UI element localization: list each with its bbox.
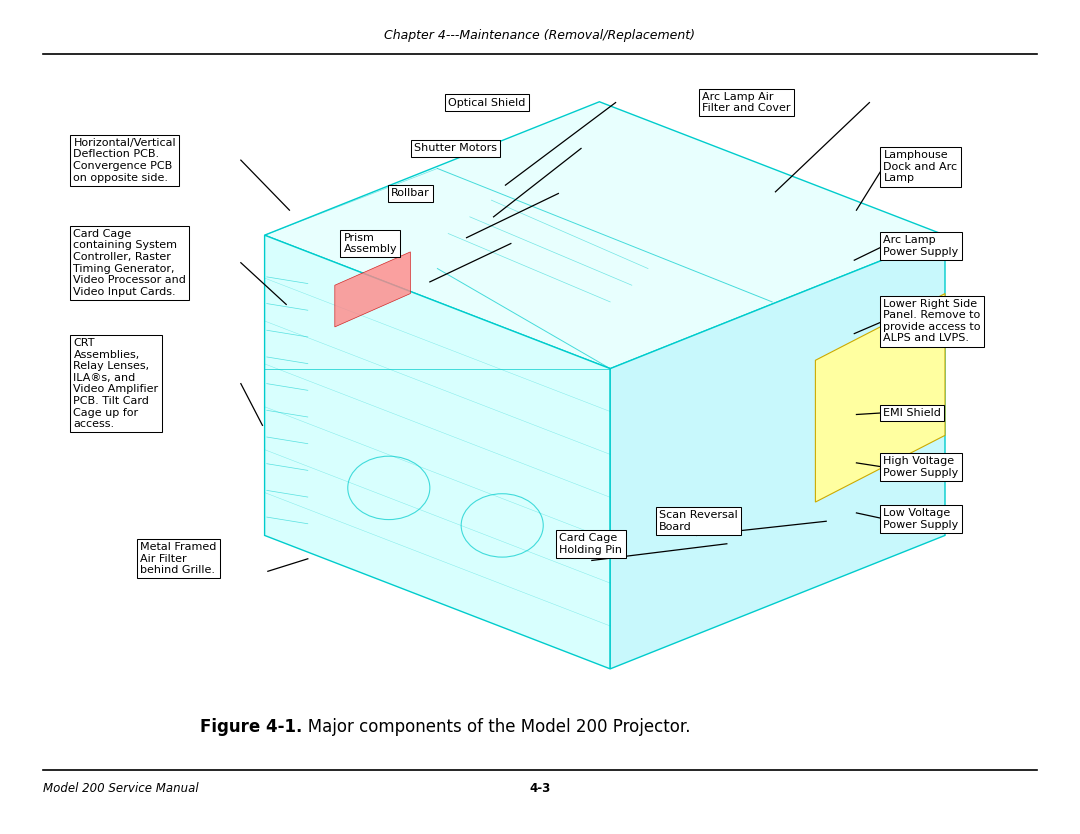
Text: High Voltage
Power Supply: High Voltage Power Supply bbox=[883, 456, 959, 478]
Text: CRT
Assemblies,
Relay Lenses,
ILA®s, and
Video Amplifier
PCB. Tilt Card
Cage up : CRT Assemblies, Relay Lenses, ILA®s, and… bbox=[73, 338, 159, 430]
Text: Card Cage
Holding Pin: Card Cage Holding Pin bbox=[559, 533, 622, 555]
Text: Low Voltage
Power Supply: Low Voltage Power Supply bbox=[883, 508, 959, 530]
Text: Horizontal/Vertical
Deflection PCB.
Convergence PCB
on opposite side.: Horizontal/Vertical Deflection PCB. Conv… bbox=[73, 138, 176, 183]
Text: Shutter Motors: Shutter Motors bbox=[414, 143, 497, 153]
Text: Chapter 4---Maintenance (Removal/Replacement): Chapter 4---Maintenance (Removal/Replace… bbox=[384, 28, 696, 42]
Text: Lower Right Side
Panel. Remove to
provide access to
ALPS and LVPS.: Lower Right Side Panel. Remove to provid… bbox=[883, 299, 981, 344]
Text: EMI Shield: EMI Shield bbox=[883, 408, 942, 418]
Text: Model 200 Service Manual: Model 200 Service Manual bbox=[43, 782, 199, 796]
Text: Scan Reversal
Board: Scan Reversal Board bbox=[659, 510, 738, 532]
Polygon shape bbox=[610, 235, 945, 669]
Polygon shape bbox=[815, 294, 945, 502]
Text: Card Cage
containing System
Controller, Raster
Timing Generator,
Video Processor: Card Cage containing System Controller, … bbox=[73, 229, 187, 297]
Text: 4-3: 4-3 bbox=[529, 782, 551, 796]
Polygon shape bbox=[265, 102, 945, 369]
Text: Metal Framed
Air Filter
behind Grille.: Metal Framed Air Filter behind Grille. bbox=[140, 542, 217, 575]
Polygon shape bbox=[335, 252, 410, 327]
Text: Arc Lamp Air
Filter and Cover: Arc Lamp Air Filter and Cover bbox=[702, 92, 791, 113]
Text: Optical Shield: Optical Shield bbox=[448, 98, 526, 108]
Text: Rollbar: Rollbar bbox=[391, 188, 430, 198]
Text: Lamphouse
Dock and Arc
Lamp: Lamphouse Dock and Arc Lamp bbox=[883, 150, 958, 183]
Text: Figure 4-1.: Figure 4-1. bbox=[200, 718, 302, 736]
Text: Arc Lamp
Power Supply: Arc Lamp Power Supply bbox=[883, 235, 959, 257]
Text: Major components of the Model 200 Projector.: Major components of the Model 200 Projec… bbox=[292, 718, 690, 736]
Polygon shape bbox=[265, 235, 610, 669]
Text: Prism
Assembly: Prism Assembly bbox=[343, 233, 397, 254]
